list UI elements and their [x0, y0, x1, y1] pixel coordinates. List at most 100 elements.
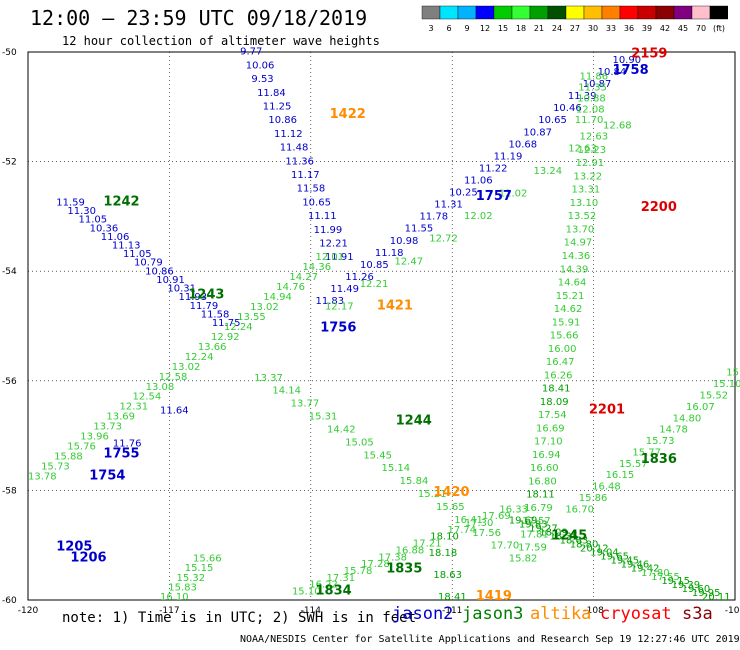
pass-time-label: 1422: [330, 107, 366, 122]
wave-height-label: 12.17: [325, 302, 354, 313]
wave-height-label: 13.77: [291, 399, 320, 410]
wave-height-label: 11.36: [285, 156, 314, 167]
wave-height-label: 10.86: [145, 266, 174, 277]
wave-height-label: 12.68: [603, 121, 632, 132]
wave-height-label: 19.65: [600, 552, 629, 563]
credit-line: NOAA/NESDIS Center for Satellite Applica…: [240, 634, 740, 645]
wave-height-label: 10.90: [612, 55, 641, 66]
wave-height-label: 15.88: [54, 452, 83, 463]
wave-height-label: 17.81: [520, 529, 549, 540]
wave-height-label: 12.72: [429, 234, 458, 245]
wave-height-label: 18.41: [438, 592, 467, 603]
pass-time-label: 1835: [386, 562, 422, 577]
wave-height-label: 11.58: [297, 184, 326, 195]
wave-height-label: 17.57: [522, 516, 551, 527]
wave-height-label: 19.69: [509, 515, 538, 526]
wave-height-label: 16.80: [528, 476, 557, 487]
wave-height-label: 18.41: [542, 384, 571, 395]
wave-height-label: 19.83: [519, 519, 548, 530]
wave-height-label: 13.22: [574, 171, 603, 182]
wave-height-label: 14.39: [560, 264, 589, 275]
colorbar-label: 36: [624, 24, 634, 33]
wave-height-label: 15.05: [345, 437, 374, 448]
wave-height-label: 14.97: [564, 238, 593, 249]
colorbar-label: 27: [570, 24, 580, 33]
wave-height-label: 16.60: [530, 463, 559, 474]
wave-height-label: 16.07: [686, 402, 715, 413]
wave-height-label: 15.28: [726, 368, 740, 379]
wave-height-label: 11.25: [263, 102, 292, 113]
page-subtitle: 12 hour collection of altimeter wave hei…: [62, 34, 380, 48]
wave-height-label: 17.55: [651, 572, 680, 583]
wave-height-label: 17.59: [518, 543, 547, 554]
wave-height-label: 12.24: [185, 352, 214, 363]
pass-time-label: 2201: [589, 403, 625, 418]
wave-height-label: 19.15: [661, 576, 690, 587]
wave-height-label: 19.46: [621, 560, 650, 571]
wave-height-label: 14.36: [562, 251, 591, 262]
wave-height-label: 11.75: [212, 318, 241, 329]
wave-height-label: 13.10: [570, 198, 599, 209]
wave-height-label: 10.65: [538, 115, 567, 126]
legend-s3a: s3a: [682, 604, 713, 624]
wave-height-label: 12.63: [579, 132, 608, 143]
wave-height-label: 10.86: [268, 115, 297, 126]
wave-height-label: 17.54: [538, 410, 567, 421]
wave-height-label: 13.70: [566, 224, 595, 235]
wave-height-label: 15.57: [619, 459, 648, 470]
lat-tick-label: -56: [2, 377, 17, 387]
wave-height-label: 19.39: [671, 580, 700, 591]
wave-height-label: 18.10: [430, 532, 459, 543]
wave-height-label: 19.42: [631, 564, 660, 575]
pass-time-label: 1756: [320, 320, 356, 335]
wave-height-label: 17.28: [361, 559, 390, 570]
wave-height-label: 15.21: [418, 489, 447, 500]
wave-height-label: 10.06: [246, 60, 275, 71]
wave-height-label: 15.10: [713, 379, 740, 390]
wave-height-label: 16.26: [544, 370, 573, 381]
colorbar-label: 39: [642, 24, 652, 33]
colorbar-label: 42: [660, 24, 670, 33]
wave-height-label: 11.19: [494, 151, 523, 162]
wave-height-label: 18.35: [549, 531, 578, 542]
wave-height-label: 11.05: [79, 215, 108, 226]
wave-height-label: 15.73: [41, 461, 70, 472]
wave-height-label: 14.14: [272, 386, 301, 397]
wave-height-label: 12.21: [360, 279, 389, 290]
wave-height-label: 10.87: [523, 127, 552, 138]
colorbar-label: 12: [480, 24, 490, 33]
wave-height-label: 12.47: [394, 256, 423, 267]
wave-height-label: 20.12: [580, 544, 609, 555]
wave-height-label: 17.31: [327, 573, 356, 584]
wave-height-label: 10.36: [90, 223, 119, 234]
colorbar-label: 70: [696, 24, 706, 33]
colorbar-swatch: [709, 5, 728, 20]
wave-height-label: 11.12: [274, 129, 303, 140]
wave-height-label: 10.46: [553, 103, 582, 114]
pass-time-label: 1757: [476, 189, 512, 204]
wave-height-label: 13.73: [93, 422, 122, 433]
wave-height-label: 13.24: [534, 166, 563, 177]
wave-height-label: 12.58: [159, 372, 188, 383]
wave-height-label: 11.05: [123, 249, 152, 260]
wave-height-label: 18.63: [433, 570, 462, 581]
pass-time-label: 2200: [641, 200, 677, 215]
colorbar-label: 6: [446, 24, 451, 33]
wave-height-label: 9.53: [251, 74, 273, 85]
wave-height-label: 19.60: [682, 584, 711, 595]
wave-height-label: 13.78: [28, 471, 57, 482]
wave-height-label: 16.69: [536, 423, 565, 434]
wave-height-label: 16.47: [546, 357, 575, 368]
wave-height-label: 12.21: [319, 239, 348, 250]
wave-height-label: 16.22: [309, 580, 338, 591]
lon-tick-label: -105: [725, 606, 740, 616]
wave-height-label: 16.79: [524, 503, 553, 514]
wave-height-label: 10.84: [598, 67, 627, 78]
colorbar-label: (ft): [713, 24, 725, 33]
wave-height-label: 15.21: [556, 291, 585, 302]
wave-height-label: 12.24: [224, 322, 253, 333]
wave-height-label: 15.32: [176, 573, 205, 584]
wave-height-label: 13.37: [254, 373, 283, 384]
wave-height-label: 14.42: [327, 424, 356, 435]
wave-height-label: 11.48: [280, 143, 309, 154]
